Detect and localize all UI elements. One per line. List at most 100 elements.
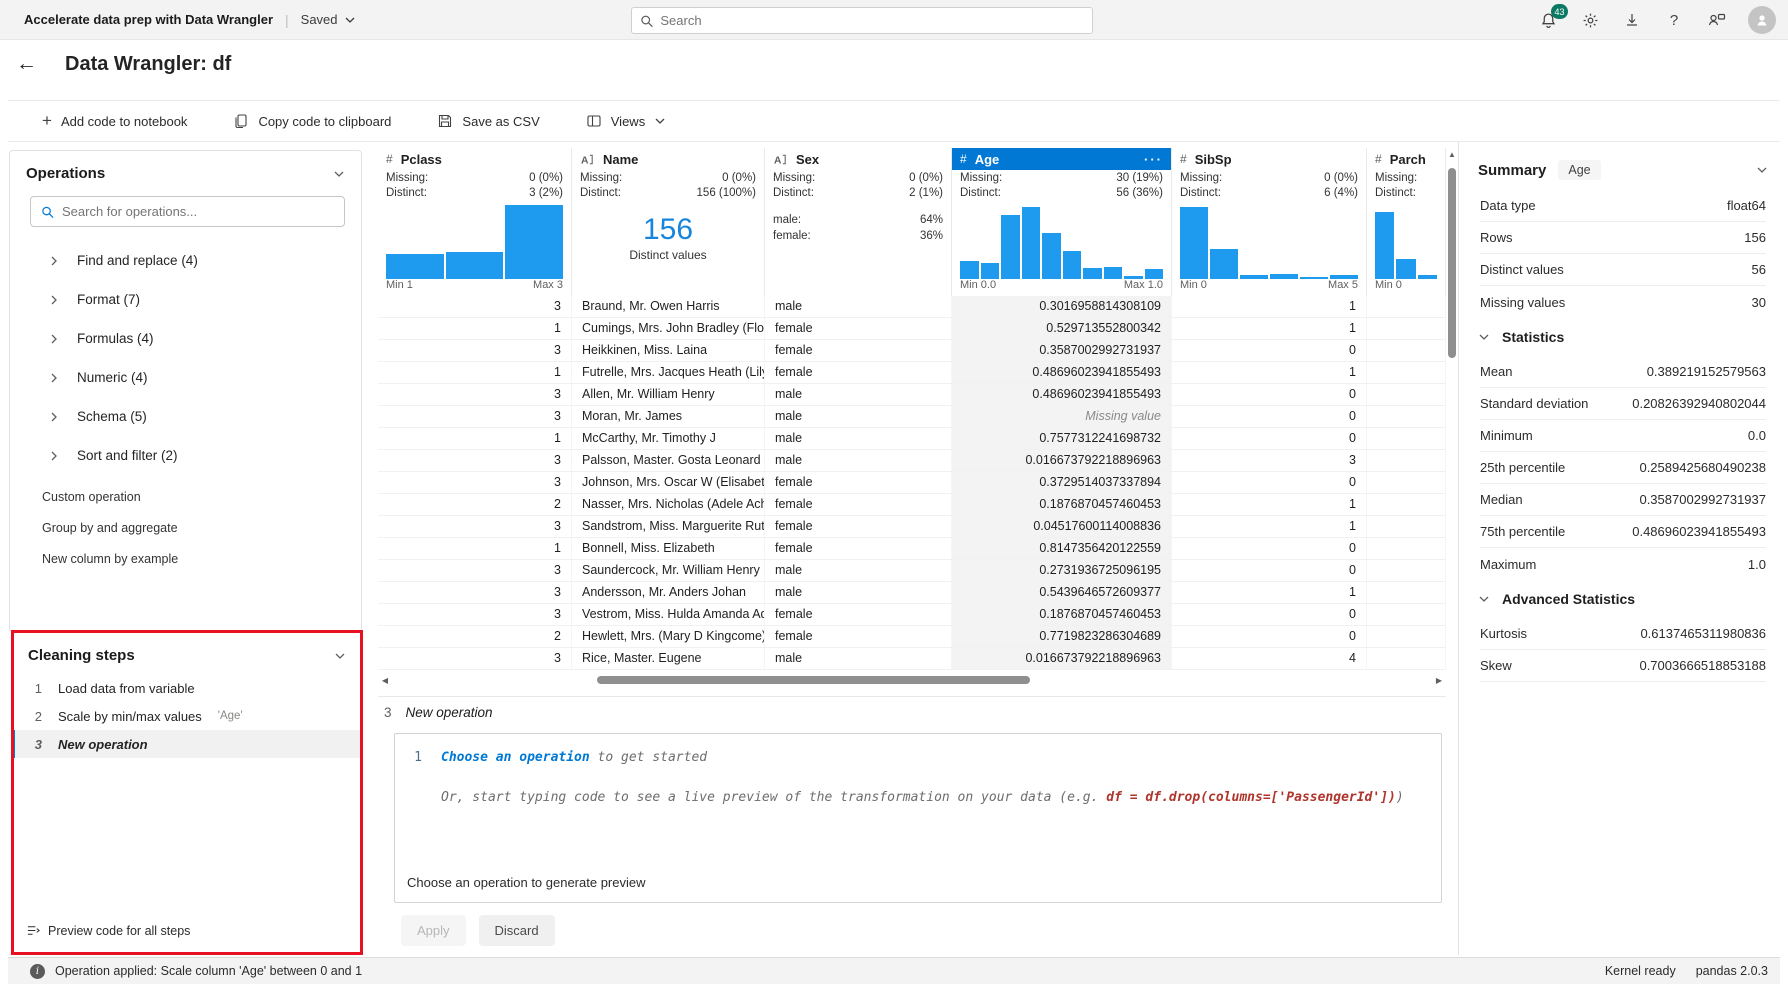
apply-button[interactable]: Apply — [401, 915, 466, 946]
operation-group-label: Numeric (4) — [77, 370, 148, 385]
search-icon — [641, 15, 653, 27]
table-row[interactable]: 3 Saundercock, Mr. William Henry male 0.… — [378, 560, 1446, 582]
cell-sex: female — [765, 516, 952, 537]
table-row[interactable]: 3 Heikkinen, Miss. Laina female 0.358700… — [378, 340, 1446, 362]
cell-pclass: 3 — [378, 406, 572, 427]
cleaning-step-3-active[interactable]: 3 New operation — [12, 730, 362, 758]
advanced-statistics-section-header[interactable]: Advanced Statistics — [1464, 580, 1782, 618]
table-row[interactable]: 3 Palsson, Master. Gosta Leonard male 0.… — [378, 450, 1446, 472]
operation-items: Custom operation Group by and aggregate … — [10, 481, 361, 574]
global-search[interactable] — [631, 7, 1093, 34]
table-row[interactable]: 3 Moran, Mr. James male Missing value 0 — [378, 406, 1446, 428]
cell-sex: female — [765, 604, 952, 625]
cell-age: 0.3016958814308109 — [952, 296, 1172, 317]
table-row[interactable]: 3 Sandstrom, Miss. Marguerite Rut female… — [378, 516, 1446, 538]
views-dropdown[interactable]: Views — [578, 108, 674, 134]
field-label: Data type — [1480, 198, 1536, 213]
download-button[interactable] — [1622, 10, 1642, 30]
horizontal-scroll-thumb[interactable] — [597, 676, 1030, 684]
cell-sibsp: 4 — [1172, 648, 1367, 669]
collapse-summary-chevron[interactable] — [1756, 164, 1768, 176]
field-label: 75th percentile — [1480, 524, 1566, 539]
operation-group[interactable]: Numeric (4) — [10, 358, 361, 397]
editor-step-label: New operation — [405, 705, 493, 720]
preview-code-all-steps-link[interactable]: Preview code for all steps — [26, 923, 190, 938]
settings-button[interactable] — [1580, 10, 1600, 30]
table-row[interactable]: 3 Allen, Mr. William Henry male 0.486960… — [378, 384, 1446, 406]
scroll-right-arrow[interactable]: ▶ — [1435, 675, 1443, 685]
vertical-scroll-thumb[interactable] — [1448, 168, 1456, 358]
operation-group[interactable]: Schema (5) — [10, 397, 361, 436]
table-row[interactable]: 3 Johnson, Mrs. Oscar W (Elisabeth Vil f… — [378, 472, 1446, 494]
column-title-name[interactable]: A Name — [572, 148, 764, 170]
collapse-cleaning-chevron[interactable] — [334, 650, 346, 662]
cell-name: Palsson, Master. Gosta Leonard — [572, 450, 765, 471]
summary-panel: Summary Age Data type float64 Rows 156 D… — [1464, 148, 1782, 682]
statistic-row: 75th percentile 0.48696023941855493 — [1480, 516, 1766, 548]
scroll-up-arrow[interactable]: ▲ — [1448, 150, 1456, 159]
operations-panel: Operations Find and replace (4) Format (… — [9, 150, 362, 632]
cell-name: Futrelle, Mrs. Jacques Heath (Lily Ma — [572, 362, 765, 383]
operation-item[interactable]: Custom operation — [10, 481, 361, 512]
column-title-sex[interactable]: A Sex — [765, 148, 951, 170]
operation-group[interactable]: Format (7) — [10, 280, 361, 319]
table-row[interactable]: 3 Vestrom, Miss. Hulda Amanda Adolf fema… — [378, 604, 1446, 626]
table-row[interactable]: 1 Futrelle, Mrs. Jacques Heath (Lily Ma … — [378, 362, 1446, 384]
add-code-to-notebook-button[interactable]: + Add code to notebook — [34, 106, 195, 136]
horizontal-scrollbar[interactable]: ◀ ▶ — [378, 672, 1446, 688]
person-icon — [1757, 15, 1767, 26]
saved-dropdown[interactable]: Saved — [301, 12, 356, 27]
operation-item[interactable]: New column by example — [10, 543, 361, 574]
notifications-button[interactable]: 43 — [1538, 4, 1568, 30]
code-editor[interactable]: 1 Choose an operation to get started Or,… — [394, 733, 1442, 903]
field-value: 156 — [1744, 230, 1766, 245]
back-button[interactable]: ← — [16, 52, 37, 75]
table-row[interactable]: 3 Andersson, Mr. Anders Johan male 0.543… — [378, 582, 1446, 604]
copy-code-button[interactable]: Copy code to clipboard — [225, 108, 399, 134]
cell-sex: male — [765, 428, 952, 449]
save-as-csv-button[interactable]: Save as CSV — [429, 108, 547, 134]
operation-group[interactable]: Formulas (4) — [10, 319, 361, 358]
cell-sex: male — [765, 384, 952, 405]
table-row[interactable]: 3 Braund, Mr. Owen Harris male 0.3016958… — [378, 296, 1446, 318]
column-title-age-selected[interactable]: # Age ··· — [952, 148, 1171, 170]
help-button[interactable]: ? — [1669, 11, 1679, 29]
table-row[interactable]: 2 Nasser, Mrs. Nicholas (Adele Achem fem… — [378, 494, 1446, 516]
cell-parch — [1367, 362, 1446, 383]
operation-item[interactable]: Group by and aggregate — [10, 512, 361, 543]
column-menu-dots[interactable]: ··· — [1144, 151, 1163, 167]
chevron-right-icon — [51, 451, 57, 460]
vertical-scrollbar[interactable]: ▲ — [1446, 150, 1458, 678]
table-row[interactable]: 3 Rice, Master. Eugene male 0.0166737922… — [378, 648, 1446, 670]
table-row[interactable]: 1 Cumings, Mrs. John Bradley (Florenc fe… — [378, 318, 1446, 340]
chevron-right-icon — [51, 334, 57, 343]
cleaning-step-2[interactable]: 2 Scale by min/max values 'Age' — [12, 702, 362, 730]
scroll-left-arrow[interactable]: ◀ — [381, 675, 389, 685]
operations-search[interactable] — [30, 196, 345, 227]
feedback-button[interactable] — [1706, 10, 1726, 30]
cell-sibsp: 0 — [1172, 538, 1367, 559]
category-label: female: — [773, 230, 811, 242]
cleaning-step-1[interactable]: 1 Load data from variable — [12, 674, 362, 702]
table-row[interactable]: 1 McCarthy, Mr. Timothy J male 0.7577312… — [378, 428, 1446, 450]
statistic-row: Median 0.3587002992731937 — [1480, 484, 1766, 516]
save-icon — [439, 114, 452, 128]
operation-group[interactable]: Sort and filter (2) — [10, 436, 361, 475]
statistics-section-header[interactable]: Statistics — [1464, 318, 1782, 356]
collapse-operations-chevron[interactable] — [333, 168, 345, 180]
table-row[interactable]: 2 Hewlett, Mrs. (Mary D Kingcome) female… — [378, 626, 1446, 648]
column-title-pclass[interactable]: # Pclass — [378, 148, 571, 170]
column-title-parch[interactable]: # Parch — [1367, 148, 1445, 170]
operations-search-input[interactable] — [62, 204, 334, 219]
field-label: Mean — [1480, 364, 1513, 379]
choose-operation-link[interactable]: Choose an operation — [441, 750, 590, 765]
svg-text:A: A — [581, 155, 589, 166]
table-row[interactable]: 1 Bonnell, Miss. Elizabeth female 0.8147… — [378, 538, 1446, 560]
column-title-sibsp[interactable]: # SibSp — [1172, 148, 1366, 170]
cell-parch — [1367, 384, 1446, 405]
discard-button[interactable]: Discard — [478, 915, 555, 946]
global-search-input[interactable] — [660, 13, 1084, 28]
operation-group[interactable]: Find and replace (4) — [10, 241, 361, 280]
user-avatar[interactable] — [1748, 6, 1776, 34]
